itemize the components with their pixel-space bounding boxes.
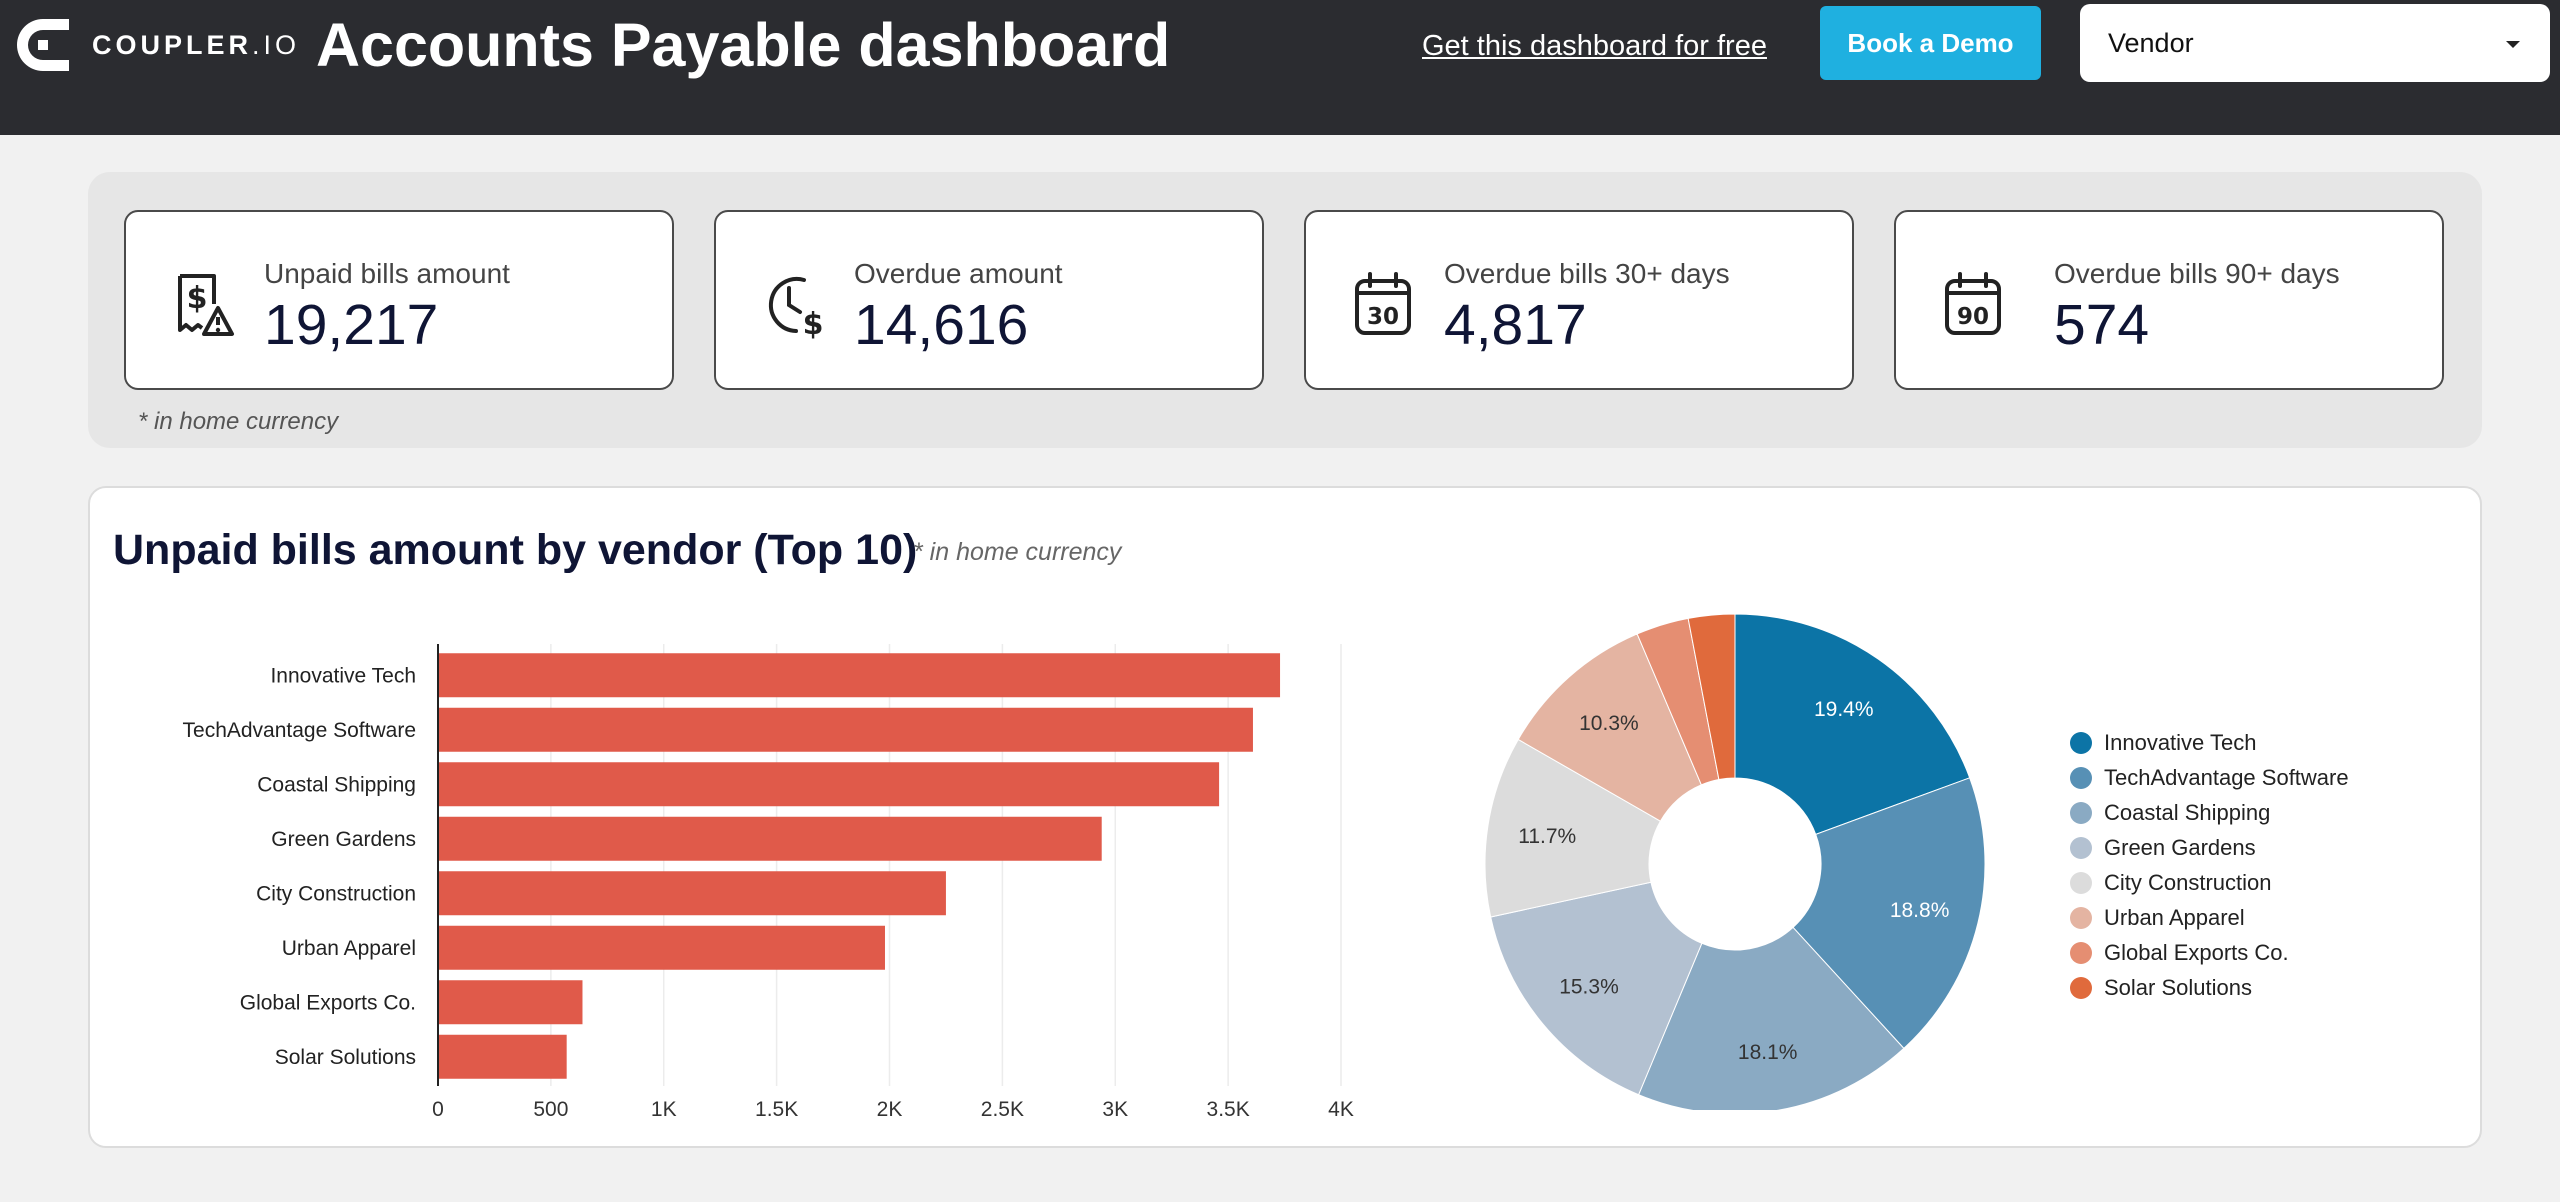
svg-text:30: 30: [1367, 304, 1399, 330]
calendar-30-icon: 30: [1355, 272, 1411, 335]
kpi-value: 14,616: [854, 293, 1029, 357]
chart-title: Unpaid bills amount by vendor (Top 10): [113, 526, 918, 574]
legend-item[interactable]: TechAdvantage Software: [2070, 760, 2349, 795]
legend-label: Innovative Tech: [2104, 729, 2257, 755]
legend-swatch: [2070, 976, 2092, 999]
svg-text:$: $: [803, 307, 824, 340]
bar-category-label: Coastal Shipping: [257, 773, 416, 796]
bar-category-label: Green Gardens: [271, 828, 416, 851]
coupler-logo[interactable]: COUPLER.IO: [14, 16, 300, 74]
kpi-label: Overdue bills 30+ days: [1444, 258, 1730, 289]
legend-item[interactable]: Solar Solutions: [2070, 970, 2349, 1005]
legend-swatch: [2070, 836, 2092, 859]
legend-label: City Construction: [2104, 869, 2272, 895]
svg-text:90: 90: [1957, 304, 1989, 330]
kpi-value: 19,217: [264, 293, 439, 357]
bar[interactable]: [438, 653, 1281, 698]
svg-text:$: $: [187, 281, 208, 316]
bar[interactable]: [438, 707, 1253, 752]
bar[interactable]: [438, 925, 885, 970]
legend-label: Coastal Shipping: [2104, 799, 2271, 825]
legend-item[interactable]: Innovative Tech: [2070, 725, 2349, 760]
x-tick-label: 3K: [1102, 1098, 1128, 1121]
get-dashboard-link[interactable]: Get this dashboard for free: [1422, 30, 1767, 62]
donut-legend: Innovative Tech TechAdvantage Software Coa…: [2070, 725, 2349, 1005]
bar[interactable]: [438, 762, 1220, 807]
bar[interactable]: [438, 1034, 567, 1079]
coupler-logo-icon: [17, 19, 69, 71]
legend-item[interactable]: Coastal Shipping: [2070, 795, 2349, 830]
vendor-bar-chart: 0 500 1K 1.5K 2K 2.5K 3K 3.5K 4K Innovative Tech T…: [183, 644, 1354, 1121]
kpi-card-overdue: $ Overdue amount 14,616: [714, 210, 1264, 390]
bill-warning-icon: $: [178, 274, 234, 336]
donut-slice[interactable]: [1484, 738, 1662, 918]
slice-percent-label: 15.3%: [1559, 976, 1619, 999]
legend-swatch: [2070, 906, 2092, 929]
legend-label: Solar Solutions: [2104, 974, 2252, 1000]
slice-percent-label: 10.3%: [1579, 712, 1639, 735]
kpi-card-overdue-90: 90 Overdue bills 90+ days 574: [1894, 210, 2444, 390]
x-tick-label: 2K: [877, 1098, 903, 1121]
donut-slice[interactable]: [1792, 777, 1986, 1050]
caret-down-icon: [2506, 41, 2520, 48]
bar-category-label: Innovative Tech: [270, 664, 416, 687]
page-title: Accounts Payable dashboard: [316, 11, 1171, 79]
donut-slice[interactable]: [1734, 613, 1971, 836]
legend-swatch: [2070, 731, 2092, 754]
x-tick-label: 2.5K: [981, 1098, 1024, 1121]
top-header: COUPLER.IO Accounts Payable dashboard Ge…: [0, 0, 2560, 135]
kpi-label: Unpaid bills amount: [264, 258, 510, 289]
legend-item[interactable]: City Construction: [2070, 865, 2349, 900]
vendor-filter-value: Vendor: [2108, 27, 2194, 58]
kpi-label: Overdue amount: [854, 258, 1063, 289]
donut-slice[interactable]: [1687, 613, 1736, 781]
legend-swatch: [2070, 801, 2092, 824]
vendor-donut-chart: 19.4% 18.8% 18.1% 15.3% 11.7% 10.3%: [1484, 613, 1986, 1110]
kpi-currency-note: * in home currency: [138, 408, 339, 435]
slice-percent-label: 11.7%: [1518, 825, 1576, 848]
slice-percent-label: 19.4%: [1814, 698, 1874, 721]
logo-text: COUPLER.IO: [92, 29, 301, 60]
legend-item[interactable]: Green Gardens: [2070, 830, 2349, 865]
legend-swatch: [2070, 871, 2092, 894]
donut-slice[interactable]: [1517, 633, 1702, 822]
bar-category-label: Global Exports Co.: [240, 991, 416, 1014]
legend-item[interactable]: Urban Apparel: [2070, 900, 2349, 935]
bar-category-label: TechAdvantage Software: [183, 719, 416, 742]
slice-percent-label: 18.8%: [1890, 899, 1950, 922]
bar[interactable]: [438, 980, 583, 1025]
bar[interactable]: [438, 816, 1102, 861]
bar-category-label: City Construction: [256, 882, 416, 905]
bar-category-label: Urban Apparel: [282, 937, 416, 960]
x-tick-label: 1K: [651, 1098, 677, 1121]
vendor-filter-dropdown[interactable]: Vendor: [2080, 4, 2550, 82]
legend-label: Urban Apparel: [2104, 904, 2245, 930]
x-tick-label: 4K: [1328, 1098, 1354, 1121]
bar-category-label: Solar Solutions: [275, 1046, 416, 1069]
kpi-card-unpaid: $ Unpaid bills amount 19,217: [124, 210, 674, 390]
legend-swatch: [2070, 941, 2092, 964]
book-demo-button[interactable]: Book a Demo: [1820, 6, 2041, 80]
bar[interactable]: [438, 871, 946, 916]
legend-label: Global Exports Co.: [2104, 939, 2289, 965]
kpi-value: 574: [2054, 293, 2150, 357]
kpi-value: 4,817: [1444, 293, 1587, 357]
calendar-90-icon: 90: [1945, 272, 2001, 335]
legend-swatch: [2070, 766, 2092, 789]
slice-percent-label: 18.1%: [1738, 1041, 1798, 1064]
legend-item[interactable]: Global Exports Co.: [2070, 935, 2349, 970]
x-tick-label: 1.5K: [755, 1098, 798, 1121]
kpi-label: Overdue bills 90+ days: [2054, 258, 2340, 289]
kpi-card-overdue-30: 30 Overdue bills 30+ days 4,817: [1304, 210, 1854, 390]
donut-slice[interactable]: [1490, 881, 1703, 1096]
x-tick-label: 500: [533, 1098, 568, 1121]
clock-dollar-icon: $: [768, 277, 824, 340]
legend-label: Green Gardens: [2104, 834, 2256, 860]
legend-label: TechAdvantage Software: [2104, 764, 2349, 790]
x-tick-label: 0: [432, 1098, 444, 1121]
x-tick-label: 3.5K: [1207, 1098, 1250, 1121]
donut-slice[interactable]: [1637, 926, 1905, 1110]
chart-currency-note: * in home currency: [913, 538, 1122, 566]
